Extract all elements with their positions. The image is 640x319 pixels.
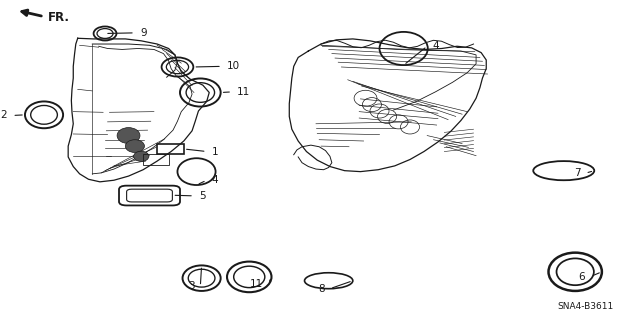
Text: 7: 7 — [573, 168, 580, 178]
Text: 5: 5 — [199, 191, 205, 201]
Text: 9: 9 — [140, 28, 147, 38]
Text: 6: 6 — [579, 271, 586, 282]
Ellipse shape — [125, 140, 145, 152]
Ellipse shape — [117, 128, 140, 144]
Text: 8: 8 — [318, 284, 325, 294]
Text: 11: 11 — [250, 279, 263, 289]
Text: 11: 11 — [237, 87, 250, 97]
Text: 2: 2 — [1, 110, 7, 121]
Text: 3: 3 — [189, 281, 195, 292]
Bar — [143, 154, 168, 165]
Text: FR.: FR. — [48, 11, 70, 24]
Text: 1: 1 — [212, 146, 218, 157]
Text: 4: 4 — [212, 175, 218, 185]
Text: 4: 4 — [432, 41, 439, 51]
Text: SNA4-B3611: SNA4-B3611 — [557, 302, 614, 311]
Text: 10: 10 — [227, 61, 240, 71]
Ellipse shape — [134, 151, 149, 161]
